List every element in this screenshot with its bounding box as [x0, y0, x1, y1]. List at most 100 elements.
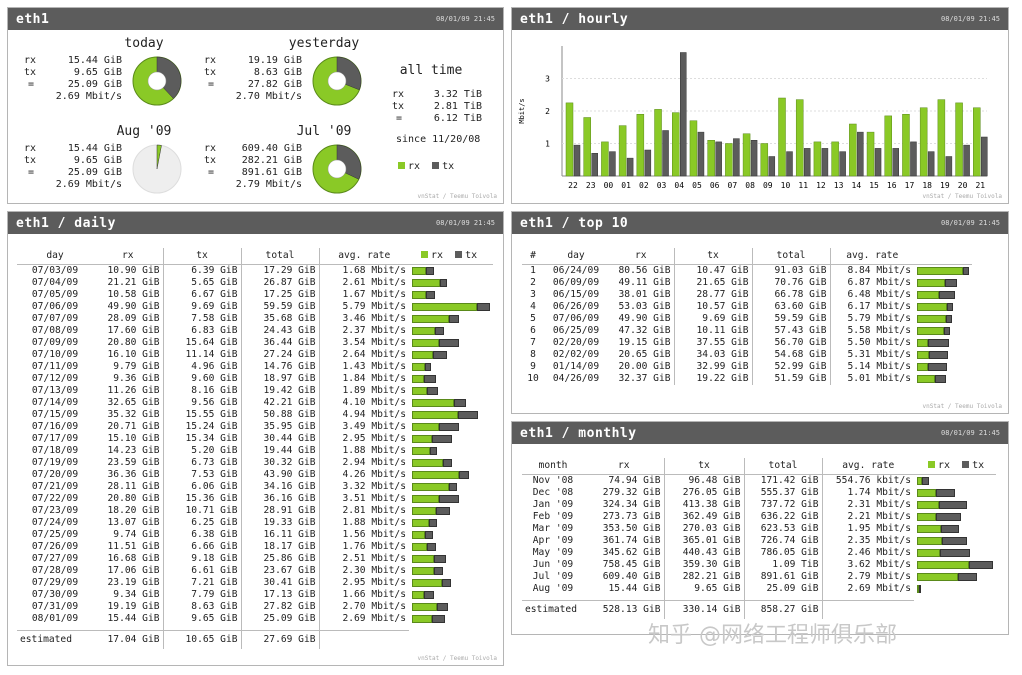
- rx-bar: [412, 566, 434, 575]
- cell-day: 07/30/09: [31, 588, 79, 600]
- cell-rx: 273.73 GiB: [602, 510, 661, 522]
- month-tx-label: tx: [24, 155, 37, 166]
- rx-bar: [707, 140, 715, 177]
- cell-month: Jul '09: [532, 570, 574, 582]
- cell-rate: 3.54 Mbit/s: [318, 336, 409, 349]
- rx-bar: [672, 112, 680, 177]
- rx-bar: [412, 602, 437, 611]
- cell-day: 07/23/09: [31, 504, 79, 516]
- table-row: 07/24/09 13.07 GiB 6.25 GiB 19.33 GiB 1.88 M…: [17, 516, 493, 529]
- table-row: Feb '09 273.73 GiB 362.49 GiB 636.22 GiB 2.2…: [522, 510, 996, 523]
- table-row: 07/07/09 28.09 GiB 7.58 GiB 35.68 GiB 3.46 M…: [17, 312, 493, 325]
- today-title: today: [124, 36, 164, 51]
- tx-bar: [928, 338, 949, 347]
- cell-tx: 10.71 GiB: [162, 504, 241, 517]
- cell-bar: [409, 385, 493, 397]
- rx-bar: [412, 350, 433, 359]
- cell-tx: 15.34 GiB: [162, 432, 241, 445]
- cell-total: 171.42 GiB: [743, 474, 822, 487]
- all-time-title: all time: [399, 63, 463, 78]
- traffic-bar: [412, 554, 490, 563]
- cell-rx: 38.01 GiB: [618, 288, 671, 300]
- table-row: 07/31/09 19.19 GiB 8.63 GiB 27.82 GiB 2.70 M…: [17, 600, 493, 613]
- cell-total: 17.29 GiB: [240, 264, 319, 277]
- cell-rate: 4.10 Mbit/s: [318, 396, 409, 409]
- column-header-rx: rx: [93, 248, 163, 265]
- rx-bar: [742, 133, 751, 177]
- cell-rx: 47.32 GiB: [618, 324, 671, 336]
- legend-tx-swatch: [432, 162, 440, 169]
- today-pie-slice: [156, 56, 182, 99]
- tx-bar: [442, 578, 451, 587]
- cell-rate: 2.79 Mbit/s: [821, 570, 914, 583]
- cell-tx: 28.77 GiB: [673, 288, 752, 301]
- month-pie-chart: [132, 144, 182, 194]
- traffic-bar: [412, 602, 490, 611]
- cell-tx: 6.25 GiB: [162, 516, 241, 529]
- x-tick-label: 21: [975, 181, 985, 190]
- cell-bar: [409, 553, 493, 565]
- cell-total: 30.44 GiB: [240, 432, 319, 445]
- hourly-panel: eth1 / hourly 08/01/09 21:45 1 2 3 Mbit/s 22…: [511, 7, 1009, 204]
- cell-rate: 5.01 Mbit/s: [829, 372, 914, 385]
- tx-bar: [609, 151, 616, 177]
- cell-total: 91.03 GiB: [751, 264, 830, 277]
- cell-tx: 6.73 GiB: [162, 456, 241, 469]
- cell-rx: 9.36 GiB: [113, 372, 160, 384]
- cell-rx: 36.36 GiB: [107, 468, 160, 480]
- cell-rx: 11.26 GiB: [107, 384, 160, 396]
- x-tick-label: 00: [604, 181, 614, 190]
- cell-rx: 35.32 GiB: [107, 408, 160, 420]
- spacer-cell: [318, 624, 409, 631]
- cell-rate: 5.50 Mbit/s: [829, 336, 914, 349]
- tx-bar: [425, 362, 431, 371]
- daily-table: day rx tx total avg. rate 07/03/09 10.90 GiB 6.…: [17, 248, 493, 649]
- cell-total: 27.24 GiB: [240, 348, 319, 361]
- tx-bar: [591, 153, 598, 177]
- traffic-bar: [412, 470, 490, 479]
- cell-tx: 10.47 GiB: [673, 264, 752, 277]
- traffic-bar: [412, 530, 490, 539]
- cell-total: 59.59 GiB: [240, 300, 319, 313]
- cell-total: 726.74 GiB: [743, 534, 822, 547]
- panel-header: eth1 / top 10 08/01/09 21:45: [512, 212, 1008, 234]
- x-tick-label: 01: [621, 181, 631, 190]
- cell-rate: 3.46 Mbit/s: [318, 312, 409, 325]
- cell-rate: 2.70 Mbit/s: [318, 600, 409, 613]
- tx-bar: [935, 374, 946, 383]
- traffic-bar: [412, 506, 490, 515]
- x-tick-label: 05: [692, 181, 702, 190]
- cell-day: 07/08/09: [31, 324, 79, 336]
- spacer-cell: [162, 624, 241, 631]
- cell-rate: 2.81 Mbit/s: [318, 504, 409, 517]
- traffic-bar: [412, 578, 490, 587]
- x-tick-label: 12: [816, 181, 826, 190]
- credit: vnStat / Teemu Toivola: [417, 655, 497, 662]
- cell-rate: 6.17 Mbit/s: [829, 300, 914, 313]
- tx-bar: [454, 398, 466, 407]
- tx-bar: [941, 524, 959, 533]
- cell-day: 07/28/09: [31, 564, 79, 576]
- cell-rx: 20.80 GiB: [107, 336, 160, 348]
- tx-bar: [944, 326, 950, 335]
- cell-rx: 19.15 GiB: [618, 336, 671, 348]
- y-tick-label: 2: [545, 107, 550, 116]
- tx-bar: [435, 326, 444, 335]
- y-axis-label: Mbit/s: [518, 98, 526, 123]
- tx-bar: [927, 151, 935, 177]
- cell-month: Apr '09: [532, 534, 574, 546]
- rx-bar: [917, 536, 942, 545]
- tx-bar: [662, 130, 669, 177]
- table-row: Mar '09 353.50 GiB 270.03 GiB 623.53 GiB 1.9…: [522, 522, 996, 535]
- cell-total: 66.78 GiB: [751, 288, 830, 301]
- traffic-bar: [412, 458, 490, 467]
- cell-total: 18.97 GiB: [240, 372, 319, 385]
- cell-bar: [914, 559, 996, 571]
- table-row: 07/16/09 20.71 GiB 15.24 GiB 35.95 GiB 3.49 …: [17, 420, 493, 433]
- summary-panel: eth1 08/01/09 21:45 today rx 15.44 GiB tx 9.…: [7, 7, 504, 204]
- month-total-label: =: [28, 167, 35, 178]
- cell-tx: 9.69 GiB: [162, 300, 241, 313]
- cell-tx: 359.30 GiB: [663, 558, 744, 571]
- cell-day: 07/18/09: [31, 444, 79, 456]
- today-total-label: =: [28, 79, 35, 90]
